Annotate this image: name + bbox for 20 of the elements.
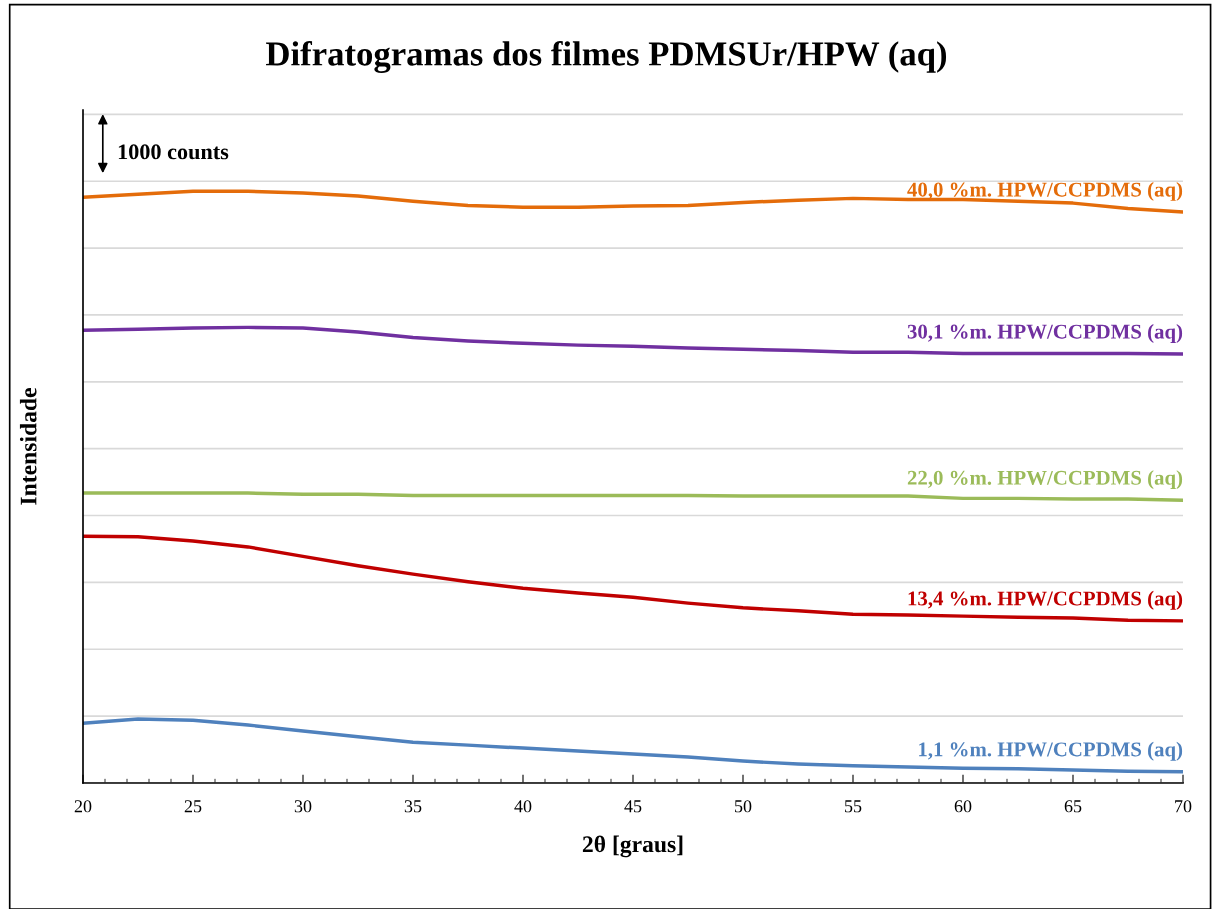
x-tick-label: 60 bbox=[954, 800, 972, 813]
series-label: 1,1 %m. HPW/CCPDMS (aq) bbox=[919, 741, 1183, 761]
x-tick-label: 35 bbox=[404, 800, 422, 813]
x-tick-label: 30 bbox=[294, 800, 312, 813]
x-tick-label: 65 bbox=[1064, 800, 1082, 813]
x-tick-label: 70 bbox=[1175, 800, 1192, 813]
x-tick-label: 45 bbox=[624, 800, 642, 813]
x-tick-label: 55 bbox=[845, 800, 862, 813]
series-label: 30,1 %m. HPW/CCPDMS (aq) bbox=[907, 323, 1183, 343]
series-label: 40,0 %m. HPW/CCPDMS (aq) bbox=[907, 181, 1183, 201]
x-axis-title: 2θ [graus] bbox=[582, 835, 683, 858]
x-tick-label: 20 bbox=[74, 800, 92, 813]
text: 1000 counts bbox=[118, 144, 229, 160]
series-label: 13,4 %m. HPW/CCPDMS (aq) bbox=[908, 590, 1183, 610]
x-tick-label: 25 bbox=[184, 800, 202, 813]
x-tick-label: 50 bbox=[735, 800, 752, 813]
x-tick-label: 40 bbox=[514, 800, 532, 813]
y-axis-title: Intensidade bbox=[19, 388, 37, 505]
series-label: 22,0 %m. HPW/CCPDMS (aq) bbox=[907, 470, 1183, 490]
chart-title: Difratogramas dos filmes PDMSUr/HPW (aq) bbox=[266, 40, 947, 74]
